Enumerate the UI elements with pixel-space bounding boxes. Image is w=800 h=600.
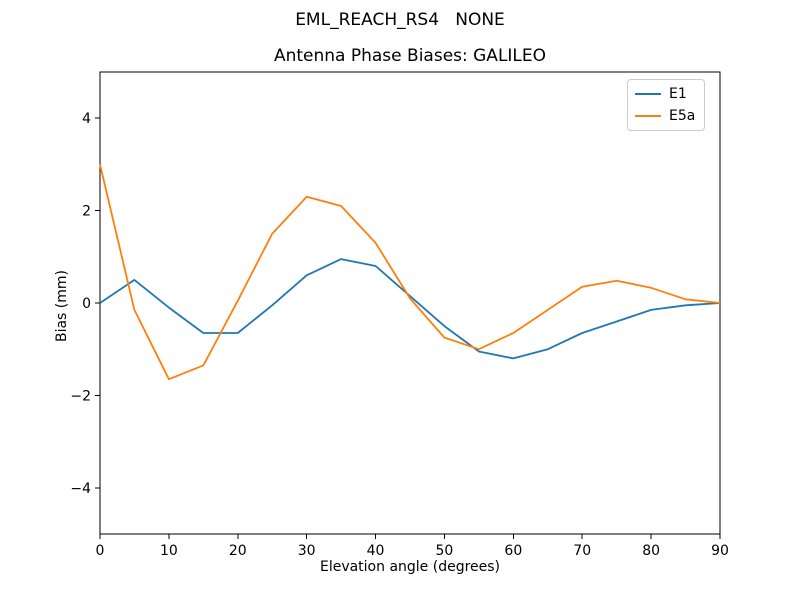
legend-label: E5a xyxy=(669,108,696,124)
legend-line-icon xyxy=(635,115,661,117)
x-tick-label: 90 xyxy=(711,543,729,559)
x-tick-label: 80 xyxy=(642,543,660,559)
legend-label: E1 xyxy=(669,86,687,102)
x-tick-label: 70 xyxy=(573,543,591,559)
x-tick-label: 10 xyxy=(160,543,178,559)
y-tick-label: −2 xyxy=(70,388,91,404)
legend-entry-E1: E1 xyxy=(635,85,695,103)
axes-frame xyxy=(99,71,721,535)
series-line-E5a xyxy=(99,164,721,381)
x-tick-label: 30 xyxy=(298,543,316,559)
y-axis-label: Bias (mm) xyxy=(54,269,70,343)
y-tick-label: 4 xyxy=(82,111,91,127)
series-line-E1 xyxy=(99,258,721,360)
x-tick-label: 60 xyxy=(504,543,522,559)
x-tick-label: 0 xyxy=(96,543,105,559)
legend-entry-E5a: E5a xyxy=(635,107,695,125)
legend-line-icon xyxy=(635,93,661,95)
x-axis-label: Elevation angle (degrees) xyxy=(319,559,501,575)
legend: E1 E5a xyxy=(627,79,706,131)
x-tick-label: 50 xyxy=(436,543,454,559)
x-tick-label: 20 xyxy=(229,543,247,559)
x-tick-label: 40 xyxy=(367,543,385,559)
figure-suptitle: EML_REACH_RS4 NONE xyxy=(295,10,505,30)
axes-title: Antenna Phase Biases: GALILEO xyxy=(273,46,547,66)
y-tick-label: 2 xyxy=(82,204,91,220)
y-tick-label: −4 xyxy=(70,481,91,497)
y-tick-label: 0 xyxy=(82,296,91,312)
